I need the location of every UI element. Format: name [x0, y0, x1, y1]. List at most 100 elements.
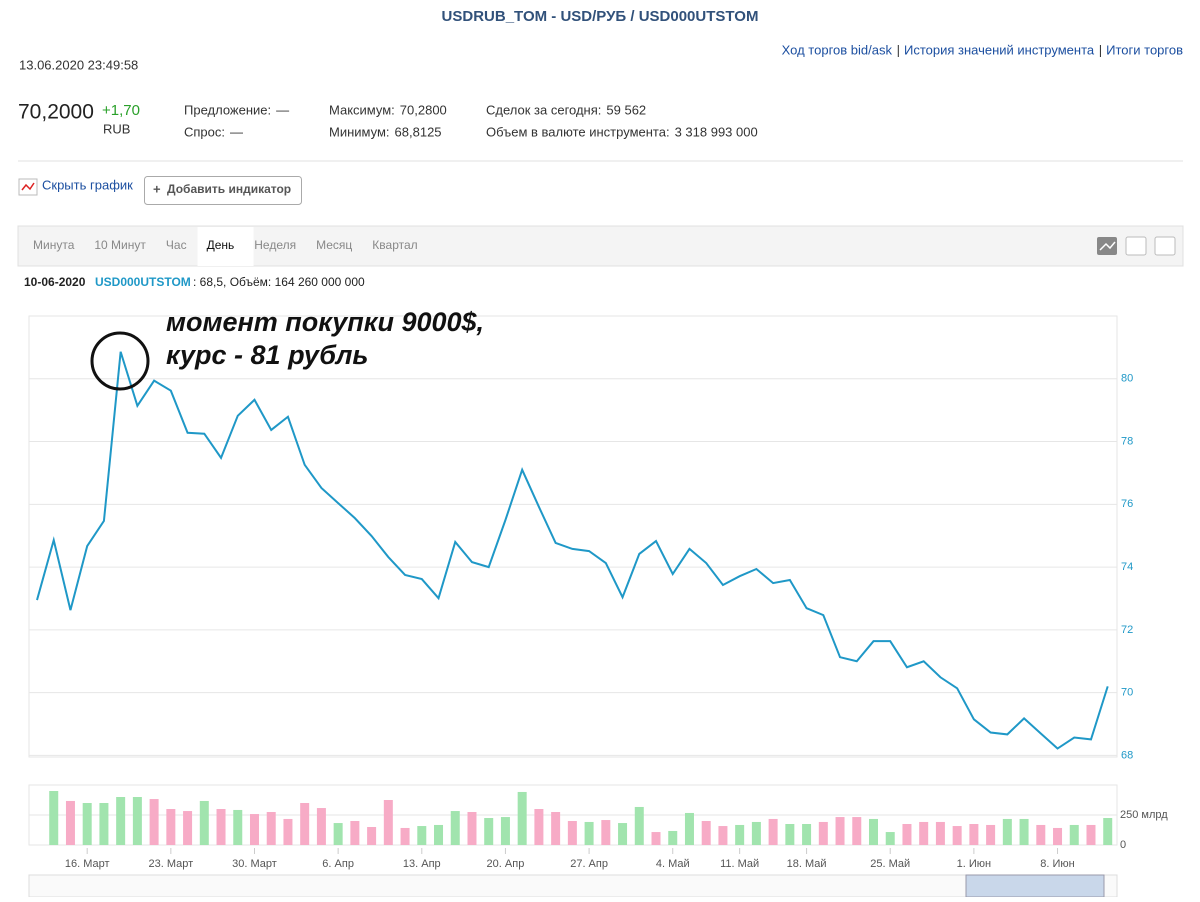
volume-bar — [517, 791, 527, 845]
y-tick-label: 68 — [1121, 749, 1133, 761]
volume-bar — [952, 826, 962, 845]
volume-bar — [149, 799, 159, 845]
tab[interactable]: Минута — [33, 238, 75, 252]
volume-bar — [417, 826, 427, 845]
plus-icon: + — [153, 181, 161, 196]
volume-bar — [333, 823, 343, 845]
tab[interactable]: Квартал — [372, 238, 417, 252]
volume-bar — [484, 818, 494, 845]
chart: 68 70 72 74 76 78 80 0 250 млрд 16. Март 23. Март 3… — [28, 315, 1168, 870]
volume-bar — [116, 797, 126, 845]
x-tick-label: 25. Май — [870, 858, 910, 870]
volume-bar — [1019, 818, 1029, 845]
volume-bar — [99, 803, 109, 845]
annotation: момент покупки 9000$, — [166, 307, 484, 337]
navigator-window[interactable] — [965, 874, 1105, 898]
tab[interactable]: Час — [166, 238, 187, 252]
price: 70,2000 — [18, 101, 94, 124]
x-tick-label: 4. Май — [656, 858, 690, 870]
info-text: : 68,5, Объём: 164 260 000 000 — [193, 275, 365, 289]
header-link[interactable]: Итоги торгов — [1106, 42, 1183, 57]
volume-bar — [216, 809, 226, 845]
x-tick-label: 30. Март — [232, 858, 277, 870]
datetime: 13.06.2020 23:49:58 — [19, 57, 138, 72]
field-label: Объем в валюте инструмента: — [486, 124, 670, 139]
x-tick-label: 1. Июн — [957, 858, 991, 870]
hide-chart-link[interactable]: Скрыть график — [42, 177, 133, 192]
volume-bar — [350, 821, 360, 845]
quote-fields: Предложение: — Спрос: — Максимум: 70,2800 Мини… — [184, 102, 758, 139]
volume-bar — [65, 800, 75, 845]
annotation: курс - 81 рубль — [166, 340, 368, 370]
x-tick-label: 27. Апр — [570, 858, 608, 870]
price-change: +1,70 — [102, 102, 140, 119]
volume-bar — [601, 820, 611, 845]
volume-tick-label: 250 млрд — [1120, 809, 1168, 821]
volume-bar — [902, 824, 912, 845]
volume-bar — [450, 811, 460, 845]
volume-bar — [634, 806, 644, 845]
volume-bar — [316, 808, 326, 845]
info-ticker: USD000UTSTOM — [95, 275, 191, 289]
tab[interactable]: Месяц — [316, 238, 352, 252]
field-value: 3 318 993 000 — [675, 124, 758, 139]
volume-bar — [1036, 824, 1046, 845]
tab[interactable]: День — [207, 238, 235, 252]
field-value: — — [276, 102, 289, 117]
volume-bar — [584, 821, 594, 845]
line-view-glyph — [1099, 241, 1116, 251]
volume-bar — [82, 803, 92, 845]
volume-bar — [768, 818, 778, 845]
x-tick-label: 13. Апр — [403, 858, 441, 870]
volume-bar — [551, 812, 561, 845]
volume-bar — [751, 821, 761, 845]
volume-bar — [684, 812, 694, 845]
add-indicator-label: Добавить индикатор — [167, 182, 291, 196]
volume-bar — [818, 821, 828, 845]
volume-bar — [919, 821, 929, 845]
volume-bar — [1069, 824, 1079, 845]
y-tick-label: 78 — [1121, 435, 1133, 447]
header-link[interactable]: История значений инструмента — [904, 42, 1095, 57]
volume-bar — [718, 826, 728, 845]
add-indicator-button[interactable] — [144, 176, 302, 205]
volume-bar — [969, 824, 979, 845]
volume-bar — [1086, 824, 1096, 845]
ohlc-view-icon[interactable] — [1154, 236, 1176, 256]
tab[interactable]: 10 Минут — [94, 238, 146, 252]
volume-bar — [802, 824, 812, 845]
x-tick-label: 11. Май — [720, 858, 759, 870]
volume-bar — [467, 812, 477, 845]
volume-bar — [534, 809, 544, 845]
tab-bar — [17, 225, 1184, 267]
volume-bar — [233, 809, 243, 845]
active-tab — [197, 227, 254, 266]
volume-bar — [166, 809, 176, 845]
field-value: 59 562 — [606, 102, 646, 117]
volume-bar — [434, 824, 444, 845]
y-tick-label: 76 — [1121, 498, 1133, 510]
field-value: 70,2800 — [400, 102, 447, 117]
volume-bar — [1002, 818, 1012, 845]
volume-bar — [183, 811, 193, 845]
volume-bar — [300, 803, 310, 845]
field-value: 68,8125 — [395, 124, 442, 139]
volume-bar — [869, 818, 878, 845]
volume-bar — [266, 812, 276, 845]
annotation-circle — [90, 331, 150, 391]
page-title: USDRUB_TOM - USD/РУБ / USD000UTSTOM — [442, 8, 759, 25]
chart-icon-line — [21, 182, 35, 191]
candle-view-icon[interactable] — [1125, 236, 1147, 256]
currency: RUB — [103, 121, 130, 136]
volume-bar — [400, 827, 410, 845]
volume-bar — [1103, 818, 1113, 845]
header-link[interactable]: Ход торгов bid/ask — [782, 42, 893, 57]
volume-bar — [567, 821, 577, 845]
volume-bar — [885, 832, 895, 845]
y-tick-label: 80 — [1121, 373, 1133, 385]
field-label: Минимум: — [329, 124, 390, 139]
volume-bar — [49, 791, 59, 845]
tab[interactable]: Неделя — [254, 238, 296, 252]
